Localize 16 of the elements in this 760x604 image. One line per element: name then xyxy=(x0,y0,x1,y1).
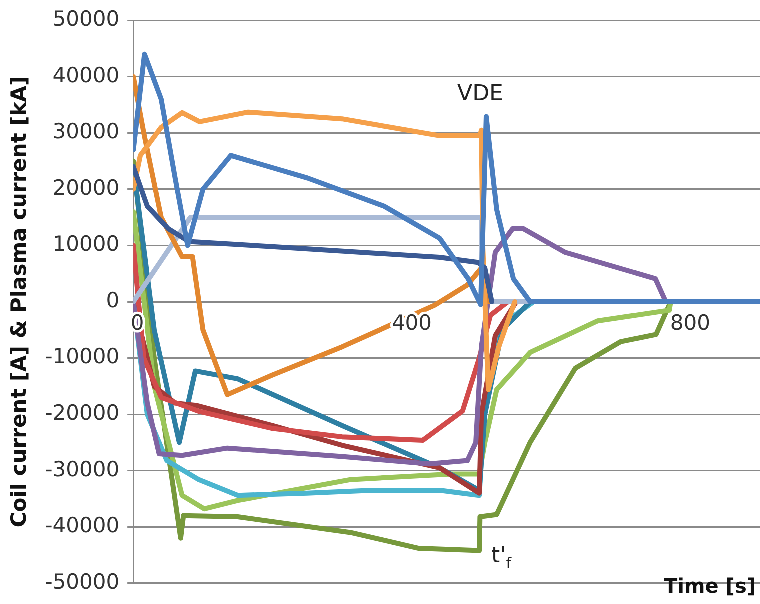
y-axis-title: Coil current [A] & Plasma current [kA] xyxy=(7,76,32,528)
y-tick-label: 10000 xyxy=(52,232,120,256)
y-tick-label: -50000 xyxy=(45,570,120,594)
y-tick-label: -30000 xyxy=(45,457,120,482)
y-tick-label: -20000 xyxy=(45,401,120,426)
y-tick-label: 50000 xyxy=(52,7,120,32)
y-tick-label: 0 xyxy=(106,288,120,312)
y-tick-label: 40000 xyxy=(52,63,120,88)
x-axis-title: Time [s] xyxy=(664,574,756,598)
annotation: VDE xyxy=(458,82,504,107)
x-tick-label: 800 xyxy=(670,310,710,335)
x-tick-label: 400 xyxy=(392,310,432,335)
y-tick-label: 30000 xyxy=(52,120,120,144)
y-tick-label: -40000 xyxy=(45,514,120,538)
y-tick-label: -10000 xyxy=(45,344,120,369)
y-tick-label: 20000 xyxy=(52,176,120,200)
